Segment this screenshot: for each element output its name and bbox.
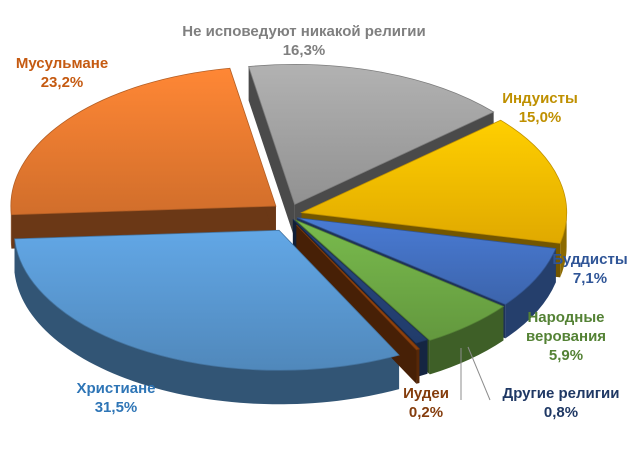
slice-top-народные-верования [294,219,505,341]
slice-side-wall [416,348,420,384]
slice-top-другие-религии [292,218,429,344]
data-label-value: 0,8% [544,404,578,421]
data-label-value: 31,5% [95,399,138,416]
data-label-name: Буддисты [552,251,627,268]
data-label-другие-религии: Другие религии 0,8% [503,385,620,421]
data-label-value: 23,2% [41,74,84,91]
data-label-name: верования [526,328,606,345]
data-label-индуисты: Индуисты 15,0% [502,90,578,126]
slice-cut-face [248,66,295,239]
data-label-не-исповедуют-никакой-религии: Не исповедуют никакой религии 16,3% [182,23,425,59]
slice-top-не-исповедуют-никакой-религии [248,64,495,205]
data-label-name: Народные [527,309,604,326]
data-label-value: 15,0% [519,109,562,126]
slice-top-буддисты [297,217,557,305]
leader-line-другие-религии [467,346,491,401]
data-label-name: Мусульмане [16,55,108,72]
data-label-value: 5,9% [549,347,583,364]
data-label-name: Другие религии [503,385,620,402]
data-label-иудеи: Иудеи 0,2% [403,385,449,421]
slice-top-индуисты [300,119,567,244]
data-label-value: 16,3% [283,42,326,59]
data-label-буддисты: Буддисты 7,1% [552,251,627,287]
data-label-христиане: Христиане 31,5% [76,380,155,416]
slice-top-христиане [14,229,400,371]
data-label-name: Индуисты [502,90,578,107]
data-label-народные-верования: Народные верования 5,9% [526,309,606,364]
slice-side-wall [14,238,400,405]
data-label-value: 7,1% [573,270,607,287]
data-label-name: Христиане [76,380,155,397]
data-label-name: Не исповедуют никакой религии [182,23,425,40]
slice-side-wall [429,306,504,375]
slice-top-иудеи [296,224,421,351]
data-label-value: 0,2% [409,404,443,421]
data-label-name: Иудеи [403,385,449,402]
slice-side-wall [505,248,556,339]
slice-top-мусульмане [10,67,277,216]
data-label-мусульмане: Мусульмане 23,2% [16,55,108,91]
